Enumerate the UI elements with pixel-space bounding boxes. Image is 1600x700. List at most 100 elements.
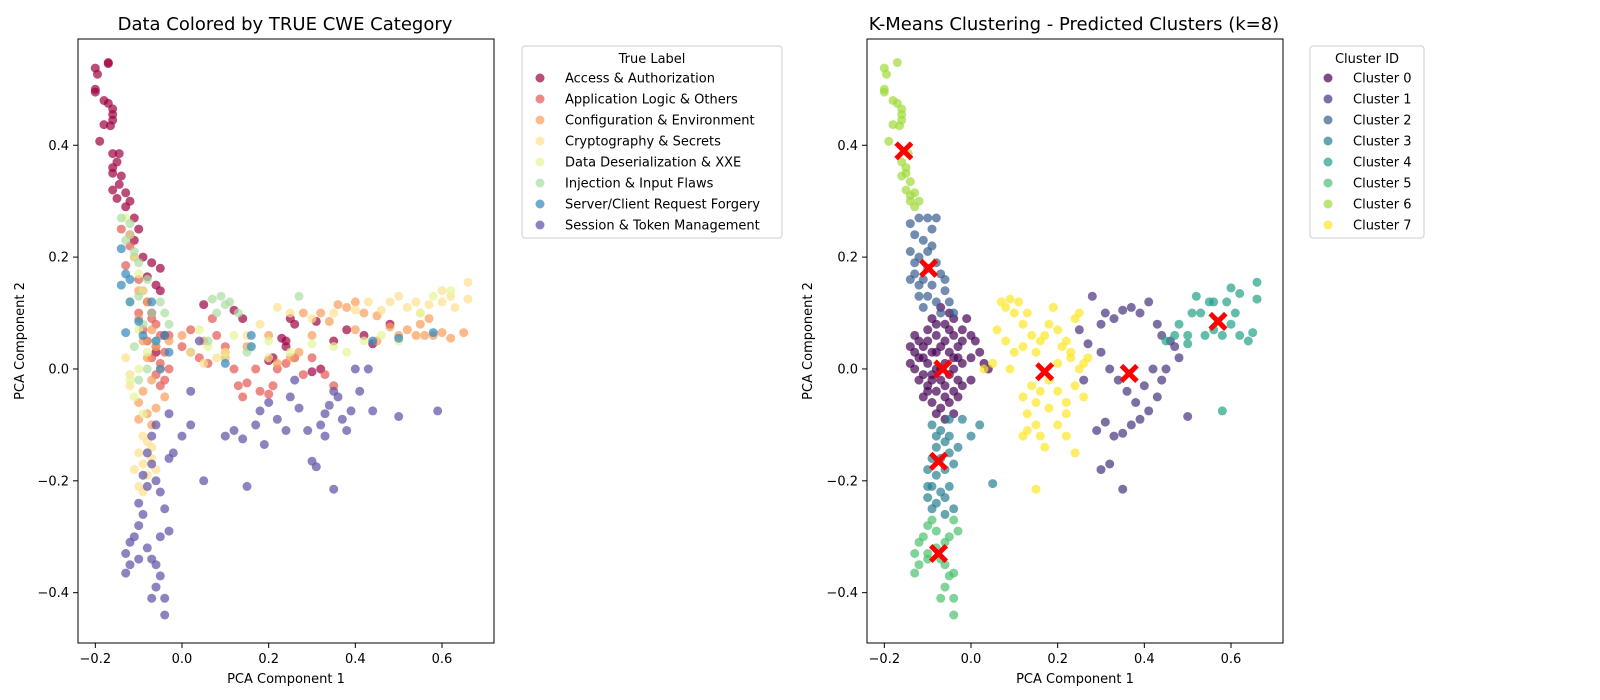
data-point — [194, 336, 204, 346]
data-point — [164, 409, 174, 419]
y-axis-ticks: −0.4 −0.2 0.0 0.2 0.4 — [37, 139, 78, 601]
data-point — [255, 386, 265, 396]
data-point — [186, 420, 196, 430]
data-point — [927, 515, 937, 525]
data-point — [931, 213, 941, 223]
data-point — [125, 275, 135, 284]
legend-item: Data Deserialization & XXE — [535, 156, 741, 171]
chart-title: K-Means Clustering - Predicted Clusters … — [869, 14, 1279, 35]
data-point — [1074, 308, 1084, 318]
data-point — [914, 213, 924, 223]
data-point — [238, 434, 248, 444]
data-point — [910, 568, 920, 578]
data-point — [949, 504, 959, 514]
data-point — [931, 347, 941, 357]
data-point — [1226, 283, 1236, 293]
data-point — [160, 593, 170, 603]
data-point — [121, 568, 131, 578]
series-3 — [923, 414, 998, 519]
y-axis-ticks: −0.4 −0.2 0.0 0.2 0.4 — [826, 139, 867, 601]
data-point — [147, 431, 157, 441]
data-point — [246, 330, 256, 340]
data-point — [910, 330, 920, 340]
data-point — [940, 537, 950, 547]
data-point — [1161, 336, 1171, 346]
x-axis-label: PCA Component 1 — [227, 672, 345, 687]
legend-item: Server/Client Request Forgery — [535, 198, 760, 213]
data-point — [879, 87, 889, 97]
data-point — [1183, 339, 1193, 349]
data-point — [134, 316, 144, 326]
data-point — [1222, 297, 1232, 307]
data-point — [1139, 381, 1149, 391]
legend-marker — [535, 178, 545, 188]
centroid-marker — [1208, 311, 1228, 331]
data-point — [949, 568, 959, 578]
data-point — [1161, 364, 1171, 374]
data-point — [966, 375, 976, 385]
data-point — [112, 193, 122, 203]
data-point — [931, 386, 941, 396]
data-point — [337, 414, 347, 424]
y-tick-label: 0.4 — [48, 139, 69, 154]
data-point — [1018, 319, 1028, 329]
data-point — [914, 375, 924, 385]
data-point — [121, 549, 131, 558]
data-point — [936, 426, 946, 435]
data-point — [1061, 409, 1071, 419]
legend-marker — [1323, 220, 1333, 230]
data-point — [949, 353, 959, 363]
scatter-points — [90, 58, 473, 620]
data-point — [220, 358, 230, 368]
data-point — [450, 302, 460, 312]
data-point — [927, 370, 937, 380]
data-point — [108, 149, 118, 159]
data-point — [346, 406, 356, 416]
data-point — [949, 610, 959, 620]
data-point — [134, 554, 144, 564]
data-point — [155, 297, 165, 307]
legend-label: Cluster 0 — [1353, 72, 1412, 87]
y-tick-label: −0.2 — [37, 474, 69, 489]
data-point — [1122, 386, 1132, 396]
data-point — [1022, 409, 1032, 419]
data-point — [363, 297, 373, 307]
data-point — [437, 286, 447, 296]
y-tick-label: −0.4 — [37, 586, 69, 601]
data-point — [1157, 375, 1167, 385]
data-point — [931, 297, 941, 307]
data-point — [108, 185, 118, 195]
data-point — [1053, 386, 1063, 396]
data-point — [1105, 364, 1115, 374]
legend-item: Cluster 5 — [1323, 177, 1412, 192]
data-point — [1113, 375, 1123, 385]
legend-title: True Label — [618, 52, 686, 67]
legend-label: Application Logic & Others — [565, 93, 738, 108]
data-point — [1183, 330, 1193, 340]
centroid-marker — [1119, 363, 1139, 383]
data-point — [342, 426, 352, 435]
legend-frame — [1309, 45, 1425, 239]
data-point — [428, 328, 438, 338]
data-point — [957, 381, 967, 391]
data-point — [420, 330, 430, 340]
data-point — [957, 414, 967, 424]
data-point — [298, 308, 308, 318]
data-point — [242, 481, 252, 491]
data-point — [394, 333, 404, 343]
data-point — [138, 470, 148, 480]
legend-marker — [535, 94, 545, 104]
data-point — [385, 297, 395, 307]
data-point — [1083, 339, 1093, 349]
data-point — [129, 392, 139, 402]
data-point — [329, 342, 339, 352]
data-point — [106, 121, 115, 131]
data-point — [918, 353, 928, 363]
data-point — [134, 521, 144, 531]
data-point — [116, 224, 126, 234]
data-point — [142, 275, 152, 284]
data-point — [95, 136, 105, 146]
data-point — [134, 364, 144, 374]
data-point — [147, 593, 157, 603]
data-point — [220, 431, 230, 441]
